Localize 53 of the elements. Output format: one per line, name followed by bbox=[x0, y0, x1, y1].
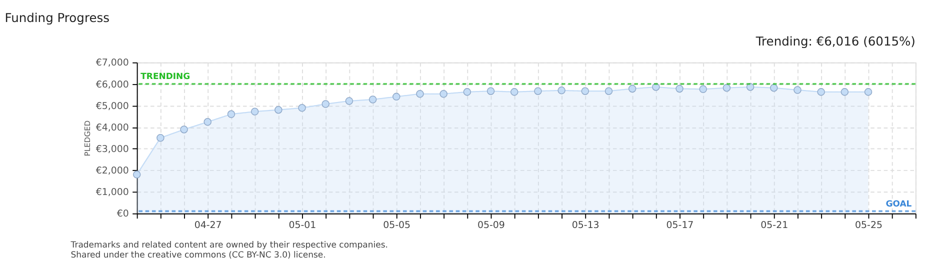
point bbox=[486, 87, 495, 95]
point bbox=[368, 96, 377, 104]
point bbox=[581, 87, 590, 95]
point bbox=[250, 108, 259, 116]
y-axis-title: PLEDGED bbox=[83, 120, 92, 156]
point bbox=[180, 126, 188, 134]
text: Shared under the creative commons (CC BY-NC 3.0) license. bbox=[70, 250, 326, 261]
point bbox=[604, 87, 613, 95]
point bbox=[416, 90, 424, 98]
point bbox=[227, 110, 236, 118]
x-tick-label: 05-01 bbox=[288, 220, 316, 232]
point bbox=[864, 88, 872, 96]
x-tick-label: 05-05 bbox=[383, 220, 411, 232]
point bbox=[156, 134, 164, 142]
point bbox=[463, 88, 472, 96]
x-tick-label: 05-21 bbox=[760, 220, 788, 232]
point bbox=[204, 118, 212, 126]
x-tick-label: 05-09 bbox=[478, 220, 505, 232]
point bbox=[558, 86, 566, 94]
point bbox=[274, 106, 282, 114]
x-tick-label: 05-25 bbox=[855, 220, 882, 232]
text: Trending: €6,016 (6015%) bbox=[754, 34, 916, 48]
point bbox=[132, 170, 141, 178]
x-tick-label: 05-17 bbox=[666, 220, 694, 232]
point bbox=[510, 88, 518, 96]
point bbox=[440, 90, 448, 98]
y-tick-label: €6,000 bbox=[96, 79, 129, 90]
point bbox=[534, 87, 542, 95]
text: Trademarks and related content are owned by their respective companies. bbox=[70, 240, 388, 250]
ref-line-label: TRENDING bbox=[140, 72, 190, 82]
y-tick-label: €0 bbox=[116, 208, 129, 220]
point bbox=[817, 88, 825, 96]
y-tick-label: €1,000 bbox=[96, 187, 129, 198]
x-tick-label: 05-13 bbox=[572, 220, 600, 232]
y-tick-label: €4,000 bbox=[96, 122, 129, 134]
x-tick-label: 04-27 bbox=[194, 220, 222, 232]
point bbox=[794, 86, 802, 94]
point bbox=[322, 100, 330, 108]
point bbox=[840, 88, 849, 96]
y-tick-label: €7,000 bbox=[96, 58, 129, 69]
y-tick-label: €5,000 bbox=[96, 100, 129, 112]
point bbox=[345, 97, 354, 105]
point bbox=[628, 84, 636, 93]
y-tick-label: €2,000 bbox=[96, 166, 129, 177]
chart-title: Funding Progress bbox=[4, 10, 110, 25]
point bbox=[722, 84, 731, 92]
ref-line-label: GOAL bbox=[886, 200, 912, 210]
point bbox=[699, 85, 707, 94]
point bbox=[770, 84, 778, 92]
y-tick-label: €3,000 bbox=[96, 144, 129, 155]
point bbox=[392, 92, 400, 101]
point bbox=[676, 84, 684, 93]
point bbox=[298, 104, 306, 112]
